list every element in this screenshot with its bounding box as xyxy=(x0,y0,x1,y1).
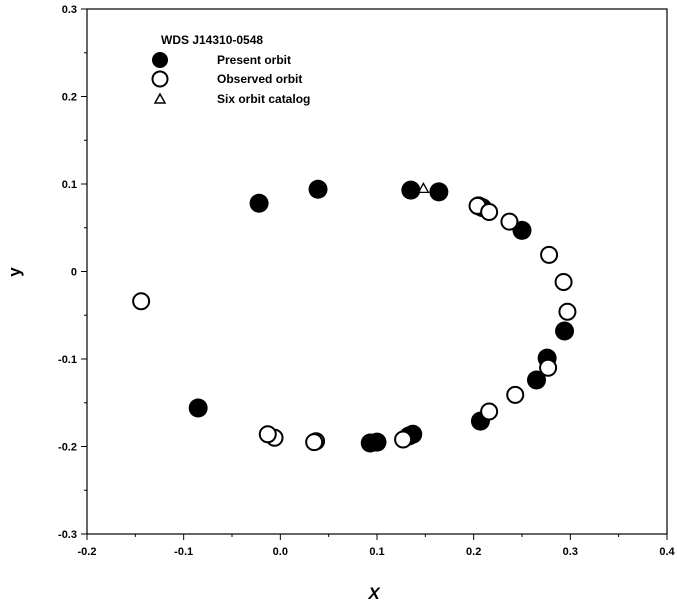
present-orbit-point xyxy=(401,180,421,200)
present-orbit-point xyxy=(308,179,328,199)
x-axis-title: X xyxy=(367,584,381,603)
observed-orbit-point xyxy=(258,425,277,444)
legend-label-six-orbit-catalog: Six orbit catalog xyxy=(217,92,310,106)
observed-orbit-point xyxy=(305,433,324,452)
legend-label-observed-orbit: Observed orbit xyxy=(217,72,302,86)
legend-marker-present-orbit xyxy=(152,52,168,68)
observed-orbit-point xyxy=(506,385,525,404)
observed-orbit-point xyxy=(558,302,577,321)
observed-orbit-point xyxy=(539,358,558,377)
legend-marker-six-orbit-catalog xyxy=(153,92,167,104)
present-orbit-point xyxy=(249,193,269,213)
y-tick-label: 0 xyxy=(71,267,77,279)
legend-marker-observed-orbit xyxy=(151,70,169,88)
axis-ticks: -0.2 -0.1 0.0 0.1 0.2 0.3 0.4-0.3-0.2-0.100.10… xyxy=(58,4,675,558)
present-orbit-point xyxy=(527,370,546,390)
observed-orbit-point xyxy=(500,212,519,231)
observed-orbit-point xyxy=(394,430,413,449)
six-orbit-catalog-point xyxy=(417,182,430,194)
x-tick-label: -0.1 xyxy=(174,546,193,558)
y-axis-title: y xyxy=(5,267,24,277)
observed-orbit-point xyxy=(480,203,499,221)
x-tick-label: 0.4 xyxy=(659,546,675,558)
observed-orbit-point xyxy=(540,245,559,264)
legend-title: WDS J14310-0548 xyxy=(161,33,263,47)
observed-orbit-point xyxy=(132,292,151,311)
observed-orbit-point xyxy=(480,402,499,421)
data-points xyxy=(132,179,577,453)
present-orbit-point xyxy=(188,398,208,418)
y-tick-label: 0.2 xyxy=(62,92,77,104)
present-orbit-point xyxy=(555,321,575,341)
y-tick-label: 0.1 xyxy=(62,179,77,191)
legend: WDS J14310-0548 Present orbit Observed o… xyxy=(151,33,310,106)
observed-orbit-point xyxy=(554,273,573,291)
x-tick-label: 0.0 xyxy=(273,546,288,558)
present-orbit-point xyxy=(429,182,449,202)
x-tick-label: 0.3 xyxy=(563,546,578,558)
y-tick-label: 0.3 xyxy=(62,4,77,16)
x-tick-label: 0.1 xyxy=(369,546,384,558)
y-tick-label: -0.1 xyxy=(58,354,77,366)
plot-frame xyxy=(86,8,668,535)
legend-label-present-orbit: Present orbit xyxy=(217,53,291,67)
y-tick-label: -0.3 xyxy=(58,529,77,541)
present-orbit-point xyxy=(360,433,380,453)
x-tick-label: -0.2 xyxy=(78,546,97,558)
y-tick-label: -0.2 xyxy=(58,442,77,454)
x-tick-label: 0.2 xyxy=(466,546,481,558)
